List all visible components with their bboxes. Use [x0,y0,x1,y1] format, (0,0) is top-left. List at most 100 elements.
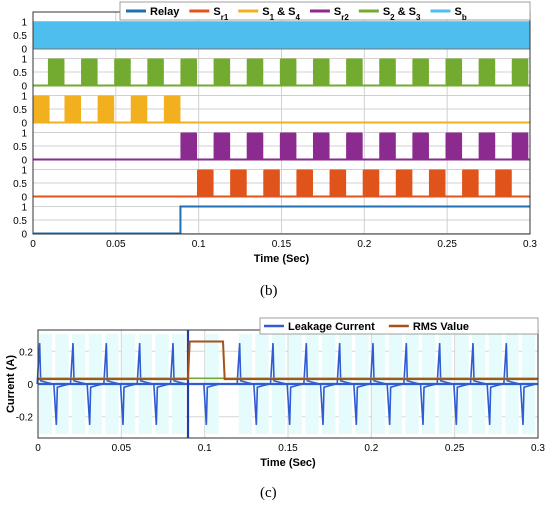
leakage-spike-negative [253,383,270,425]
leakage-spike-negative [519,383,537,425]
y-tick-label: 0.5 [13,105,27,116]
leakage-spike-negative [353,383,370,425]
leakage-spike-positive [436,343,454,385]
x-axis-label: Time (Sec) [260,457,316,469]
y-tick-label: 0.5 [13,216,27,227]
legend-entry: S2 & S3 [383,6,421,22]
leakage-spike-negative [203,383,220,425]
series-Sr2-pulse [412,132,429,160]
y-tick-label: 0 [21,45,27,56]
series-S2S3-pulse [478,58,496,86]
x-tick-label: 0.15 [278,443,298,454]
y-tick-label: 0 [21,82,27,93]
leakage-spike-positive [69,343,87,385]
series-S2S3-pulse [147,58,164,86]
series-Sr2-pulse [246,132,264,160]
subplot-label-c: (c) [260,485,277,501]
leakage-spike-negative [86,383,104,425]
leakage-spike-negative [119,383,137,425]
y-tick-label: 0 [27,380,33,391]
leakage-spike-negative [286,383,304,425]
series-Sr1-pulse [263,169,280,197]
series-S2S3-pulse [246,58,264,86]
leakage-spike-negative [319,383,337,425]
legend-entry: RMS Value [413,321,469,333]
series-Sr2-pulse [312,132,330,160]
series-S1S4-pulse [64,95,82,123]
series-Sr1-pulse [462,169,479,197]
series-S2S3-pulse [47,58,65,86]
series-Sr2-pulse [445,132,463,160]
series-Sr1-pulse [395,169,413,197]
leakage-spike-positive [103,343,120,385]
series-S2S3-pulse [279,58,297,86]
legend-entry: S1 & S4 [262,6,300,22]
x-axis-label: Time (Sec) [254,253,310,265]
series-S2S3-pulse [180,58,198,86]
series-S2S3-pulse [81,58,98,86]
series-Sb [33,21,530,49]
x-tick-label: 0.1 [192,239,206,250]
leakage-current-chart: 0 0.05 0.1 0.15 0.2 0.25 0.3 -0.2 0 0.2 Time (Sec)… [5,317,545,469]
y-tick-label: 1 [21,17,27,28]
legend-entry: Sr2 [334,6,349,22]
legend-entry: Sr1 [213,6,228,22]
leakage-spike-positive [369,343,387,385]
rms-value-line [38,340,538,381]
x-tick-label: 0.1 [198,443,212,454]
leakage-spike-negative [486,383,504,425]
series-Sr2-pulse [478,132,496,160]
legend-entry: Sb [454,6,466,22]
series-S2S3-pulse [312,58,330,86]
leakage-spike-positive [36,343,54,385]
series-Sr2-pulse [213,132,231,160]
y-tick-label: 1 [21,202,27,213]
series-Sr1-pulse [296,169,313,197]
series-S2S3-pulse [114,58,131,86]
series-S2S3-pulse [511,58,529,86]
y-tick-label: 0.5 [13,68,27,79]
y-tick-label: 0.5 [13,31,27,42]
leakage-spike-positive [269,343,287,385]
x-tick-label: 0.2 [364,443,378,454]
x-tick-label: 0.3 [523,239,537,250]
leakage-spike-negative [453,383,470,425]
series-Sr1-pulse [428,169,446,197]
series-Sr1-pulse [329,169,347,197]
x-tick-label: 0.25 [445,443,465,454]
legend: Relay Sr1 S1 & S4 Sr2 S2 & S3 Sb [119,1,531,22]
y-tick-label: 0.5 [13,179,27,190]
leakage-spike-positive [236,343,254,385]
legend: Leakage Current RMS Value [259,317,539,335]
series-S2S3-pulse [412,58,429,86]
series-S1S4-pulse [163,95,181,123]
series-Sr2-pulse [346,132,363,160]
x-tick-label: 0 [30,239,36,250]
series-Sr1-pulse [362,169,380,197]
series-Sr1-pulse [230,169,247,197]
series-S1S4-pulse [33,95,50,123]
y-tick-label: 0 [21,119,27,130]
series-Sr2-pulse [180,132,198,160]
series-Sr2-pulse [379,132,396,160]
series-S2S3-pulse [379,58,396,86]
x-tick-label: 0.15 [272,239,292,250]
y-tick-label: 1 [21,128,27,139]
series-S2S3-pulse [346,58,363,86]
series-S1S4-pulse [130,95,148,123]
subplot-label-b: (b) [260,283,278,299]
y-tick-label: 1 [21,91,27,102]
leakage-spike-positive [303,343,320,385]
y-tick-label: 0 [21,230,27,241]
y-tick-label: 0.2 [19,347,33,358]
x-tick-label: 0.05 [106,239,126,250]
y-tick-label: -0.2 [16,413,34,424]
x-tick-label: 0.3 [531,443,545,454]
y-tick-label: 0 [21,193,27,204]
leakage-spike-negative [53,383,70,425]
leakage-spike-negative [386,383,404,425]
series-Sr1-pulse [495,169,512,197]
y-tick-label: 1 [21,54,27,65]
leakage-spike-negative [419,383,437,425]
